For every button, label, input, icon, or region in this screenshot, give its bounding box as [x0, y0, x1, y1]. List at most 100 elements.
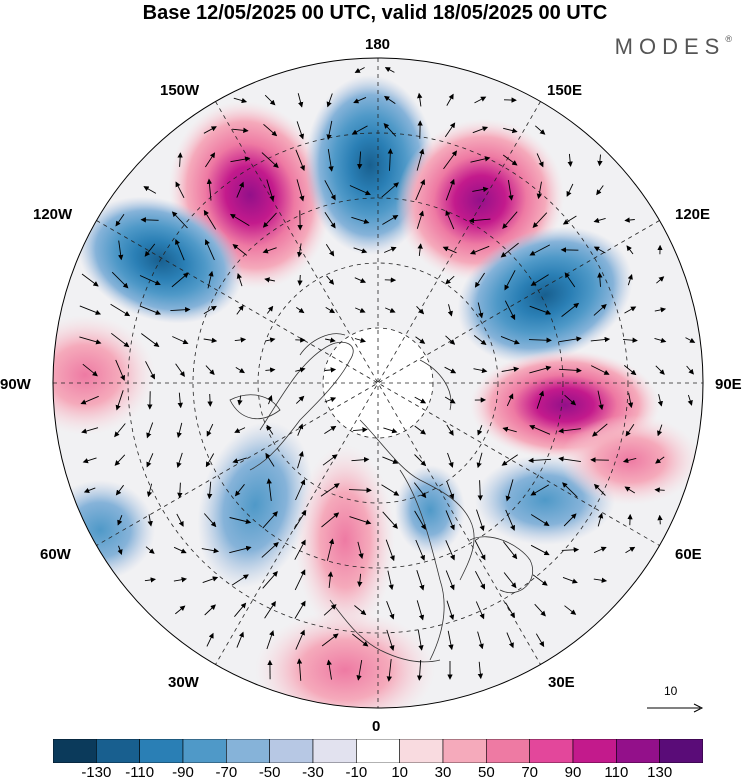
wind-vector-arrow	[476, 452, 483, 469]
wind-vector-arrow	[177, 482, 183, 499]
wind-vector-arrow	[81, 427, 99, 434]
colorbar-swatch	[529, 739, 574, 763]
wind-vector-arrow	[175, 605, 186, 615]
wind-vector-arrow	[445, 178, 455, 201]
wind-vector-arrow	[559, 336, 582, 343]
wind-vector-arrow	[230, 156, 251, 163]
wind-vector-arrow	[656, 276, 665, 284]
wind-vector-arrow	[597, 390, 604, 411]
wind-vector-arrow	[504, 270, 516, 291]
wind-vector-arrow	[414, 510, 426, 530]
wind-vector-arrow	[386, 601, 395, 620]
wind-vector-arrow	[117, 545, 123, 556]
wind-vector-arrow	[624, 365, 637, 376]
anomaly-positive	[255, 610, 435, 708]
wind-vector-arrow	[172, 336, 189, 345]
wind-vector-arrow	[529, 424, 551, 435]
wind-vector-arrow	[564, 605, 577, 615]
wind-vector-arrow	[357, 151, 363, 170]
wind-vector-arrow	[387, 148, 393, 171]
wind-vector-arrow	[321, 633, 339, 647]
wind-vector-arrow	[562, 215, 577, 225]
wind-vector-arrow	[500, 335, 520, 345]
wind-vector-arrow	[294, 569, 306, 591]
wind-vector-arrow	[83, 487, 96, 493]
wind-vector-arrow	[384, 246, 397, 253]
wind-vector-arrow	[593, 483, 606, 496]
colorbar-swatch	[356, 739, 400, 763]
polar-cap	[323, 328, 433, 438]
wind-vector-arrow	[321, 512, 340, 528]
wind-vector-arrow	[297, 274, 303, 286]
brand-logo: MODES®	[615, 34, 732, 60]
wind-vector-arrow	[530, 484, 550, 496]
wind-vector-arrow	[536, 181, 542, 200]
wind-vector-arrow	[625, 546, 636, 554]
wind-vector-arrow	[535, 125, 546, 135]
wind-vector-arrow	[295, 479, 306, 501]
wind-vector-arrow	[442, 246, 457, 254]
wind-vector-arrow	[413, 482, 427, 499]
wind-vector-arrow	[500, 242, 519, 258]
wind-vector-arrow	[204, 604, 216, 616]
wind-vector-arrow	[326, 93, 333, 108]
wind-vector-arrow	[445, 510, 455, 531]
wind-vector-arrow	[296, 121, 305, 140]
wind-vector-arrow	[141, 333, 160, 348]
wind-vector-arrow	[469, 245, 490, 255]
wind-vector-arrow	[564, 394, 577, 406]
wind-vector-arrow	[592, 423, 608, 437]
wind-vector-arrow	[593, 217, 606, 223]
wind-vector-arrow	[654, 337, 667, 343]
longitude-label-30w: 30W	[168, 674, 199, 691]
wind-vector-arrow	[415, 539, 425, 561]
wind-vector-arrow	[234, 337, 247, 343]
wind-vector-arrow	[325, 337, 336, 343]
wind-vector-arrow	[505, 509, 516, 531]
wind-vector-arrow	[262, 247, 277, 254]
wind-vector-arrow	[590, 365, 610, 375]
wind-vector-arrow	[536, 390, 545, 409]
wind-vector-arrow	[597, 272, 603, 287]
wind-vector-arrow	[534, 603, 546, 617]
wind-vector-arrow	[383, 427, 398, 434]
colorbar-tick-label: -90	[172, 764, 194, 781]
colorbar-swatch	[659, 739, 703, 763]
wind-vector-arrow	[357, 541, 364, 559]
wind-vector-arrow	[354, 67, 365, 73]
wind-vector-arrow	[326, 275, 335, 285]
coastlines	[229, 333, 533, 663]
wind-vector-arrow	[382, 511, 398, 529]
wind-vector-arrow	[386, 659, 392, 682]
wind-vector-arrow	[203, 126, 217, 134]
wind-vector-arrow	[326, 659, 332, 680]
wind-vector-arrow	[351, 125, 368, 135]
colorbar-tick-label: -50	[258, 764, 281, 781]
wind-vector-arrow	[327, 149, 334, 172]
wind-vector-arrow	[139, 305, 162, 315]
longitude-label-60w: 60W	[40, 546, 71, 563]
wind-vector-arrow	[416, 305, 425, 315]
wind-vector-arrow	[176, 452, 183, 468]
wind-vector-arrow	[296, 307, 305, 314]
wind-vector-arrow	[416, 148, 425, 171]
wind-vector-arrow	[561, 302, 580, 317]
wind-vector-arrow	[229, 213, 250, 226]
wind-vector-arrow	[503, 127, 518, 134]
longitude-label-180: 180	[365, 36, 391, 53]
wind-vector-arrow	[140, 217, 159, 223]
wind-vector-arrow	[266, 424, 274, 435]
wind-vector-arrow	[414, 396, 427, 404]
wind-vector-arrow	[326, 538, 335, 561]
wind-vector-arrow	[685, 337, 696, 343]
wind-vector-arrow	[445, 570, 455, 591]
wind-vector-arrow	[266, 179, 275, 202]
wind-vector-arrow	[502, 541, 518, 560]
wind-vector-arrow	[235, 367, 245, 374]
wind-vector-arrow	[414, 454, 427, 467]
wind-vector-arrow	[79, 305, 102, 315]
wind-vector-arrow	[624, 217, 635, 223]
wind-vector-arrow	[202, 576, 219, 584]
wind-vector-arrow	[324, 425, 337, 434]
wind-vector-arrow	[562, 482, 578, 498]
